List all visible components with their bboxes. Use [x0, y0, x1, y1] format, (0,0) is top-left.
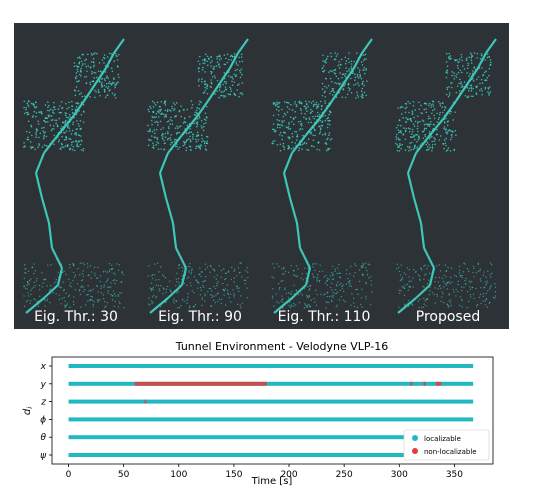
y-tick-label: ϕ [40, 415, 46, 425]
pointcloud-panel-eig-110: Eig. Thr.: 110 [262, 23, 386, 329]
x-tick-label: 100 [170, 470, 187, 480]
localizable-segment [68, 417, 474, 422]
legend: localizable non-localizable [403, 429, 490, 461]
non-localizable-segment [423, 381, 426, 386]
panel-caption: Eig. Thr.: 110 [277, 309, 371, 325]
non-localizable-segment [410, 381, 413, 386]
y-axis-label: di [22, 407, 34, 415]
x-tick-label: 200 [280, 470, 297, 480]
pointcloud-map-image [271, 38, 373, 314]
y-tick-label: ψ [40, 451, 47, 461]
localizable-segment [68, 453, 474, 457]
x-tick-label: 150 [225, 470, 242, 480]
legend-marker-non-localizable [412, 448, 418, 454]
pointcloud-figure: Eig. Thr.: 30 Eig. Thr.: 90 Eig. Thr.: 1… [14, 23, 509, 329]
x-tick-label: 350 [446, 470, 463, 480]
non-localizable-segment [144, 399, 147, 404]
non-localizable-segment [134, 381, 267, 386]
panel-caption: Proposed [415, 309, 481, 325]
pointcloud-map-image [395, 38, 497, 314]
localizable-segment [68, 364, 474, 368]
y-tick-label: x [40, 362, 47, 372]
x-tick-label: 0 [66, 470, 72, 480]
legend-marker-localizable [412, 435, 418, 441]
localizability-chart: Tunnel Environment - Velodyne VLP-16 0 50… [22, 340, 494, 487]
legend-label-localizable: localizable [424, 435, 461, 443]
pointcloud-panel-proposed: Proposed [386, 23, 510, 329]
x-tick-label: 300 [391, 470, 408, 480]
non-localizable-segment [435, 381, 442, 386]
x-axis-label: Time [s] [251, 476, 293, 487]
localizable-segment [68, 381, 474, 386]
x-tick-label: 250 [336, 470, 353, 480]
pointcloud-map-image [23, 38, 125, 314]
x-tick-label: 50 [118, 470, 130, 480]
plot-frame [51, 356, 494, 465]
panel-caption: Eig. Thr.: 30 [34, 309, 118, 325]
y-tick-label: z [40, 398, 46, 408]
localizable-segment [68, 399, 474, 404]
panel-caption: Eig. Thr.: 90 [158, 309, 242, 325]
legend-label-non-localizable: non-localizable [424, 448, 477, 456]
y-tick-label: θ [40, 433, 46, 443]
pointcloud-map-image [147, 38, 249, 314]
pointcloud-panel-eig-30: Eig. Thr.: 30 [14, 23, 138, 329]
y-tick-label: y [40, 380, 47, 390]
chart-title: Tunnel Environment - Velodyne VLP-16 [175, 340, 388, 353]
pointcloud-panel-eig-90: Eig. Thr.: 90 [138, 23, 262, 329]
localizable-segment [68, 435, 474, 440]
legend-box [403, 429, 490, 461]
